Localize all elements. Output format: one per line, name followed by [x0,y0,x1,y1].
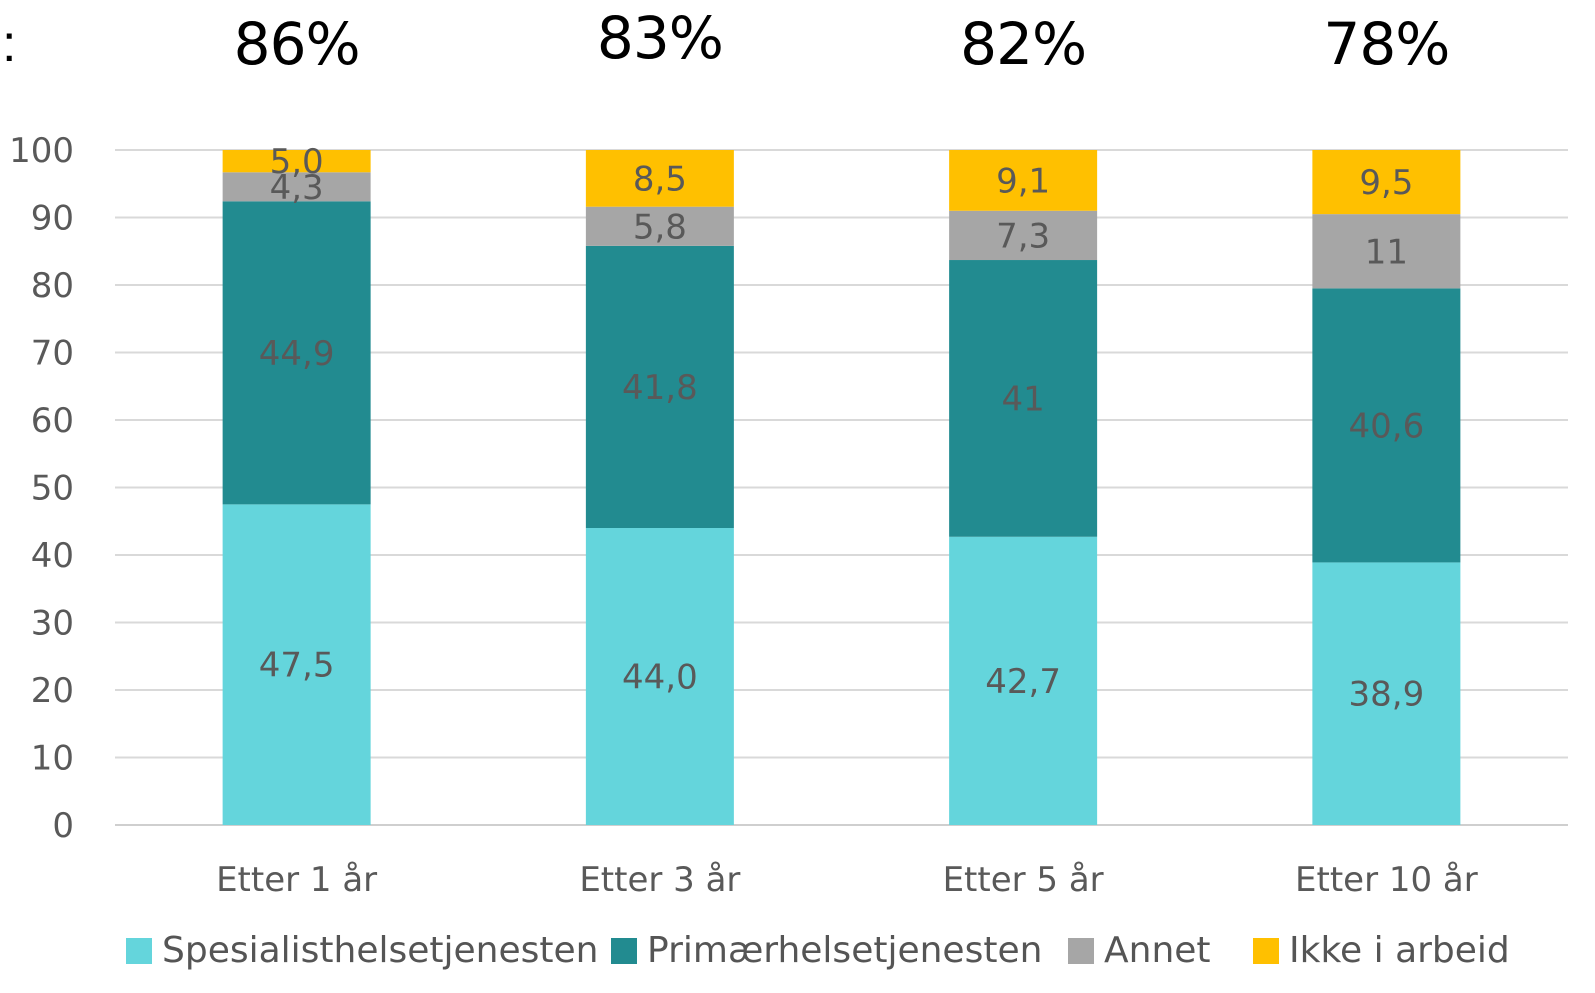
data-label: 8,5 [633,159,687,199]
legend-label: Primærhelsetjenesten [647,930,1043,971]
y-tick-label: 70 [31,334,74,374]
bar-segment [949,260,1098,537]
data-label: 5,8 [633,207,687,247]
legend-label: Spesialisthelsetjenesten [162,930,599,971]
legend-label: Ikke i arbeid [1289,930,1510,971]
y-tick-label: 20 [31,671,74,711]
data-label: 9,1 [996,161,1050,201]
y-tick-label: 90 [31,199,74,239]
y-tick-label: 0 [52,806,74,846]
y-tick-label: 40 [31,536,74,576]
legend-item: Primærhelsetjenesten [611,930,1042,971]
legend-label: Annet [1104,930,1211,971]
data-label: 41 [1001,379,1044,419]
legend-swatch [126,937,152,964]
x-tick-label: Etter 1 år [216,860,377,900]
x-tick-label: Etter 10 år [1295,860,1478,900]
y-tick-label: 60 [31,401,74,441]
data-label: 47,5 [259,646,335,686]
y-tick-label: 80 [31,266,74,306]
bar-segment [949,536,1098,825]
bar-segment [585,206,734,246]
bar-segment [1312,288,1461,563]
bar-segment [222,504,371,825]
bar-segment [585,150,734,207]
y-tick-label: 100 [9,131,74,171]
y-tick-label: 50 [31,469,74,509]
data-label: 11 [1365,232,1408,272]
legend-item: Ikke i arbeid [1253,930,1510,971]
top-percent-label: 83% [596,4,724,72]
bar-segment [1312,214,1461,289]
legend-swatch [1253,937,1279,964]
data-label: 9,5 [1359,163,1413,203]
data-label: 5,0 [270,142,324,182]
data-label: 40,6 [1349,406,1425,446]
bar-segment [1312,150,1461,215]
data-label: 44,0 [622,658,698,698]
bar-segment [949,150,1098,211]
data-label: 42,7 [985,662,1061,702]
x-tick-label: Etter 5 år [943,860,1104,900]
bar-segment [585,245,734,528]
bar-segment [222,172,371,202]
top-percent-label: 78% [1323,10,1450,78]
data-label: 7,3 [996,216,1050,256]
bar-segment [222,150,371,173]
y-tick-label: 30 [31,604,74,644]
legend-item: Annet [1068,930,1211,971]
legend-swatch [1068,937,1094,964]
data-label: 4,3 [270,168,324,208]
bar-segment [949,210,1098,261]
top-percent-label: 86% [233,10,361,78]
data-label: 41,8 [622,368,698,408]
data-label: 38,9 [1349,675,1425,715]
legend-swatch [611,937,637,964]
y-tick-label: 10 [31,739,74,779]
data-label: 44,9 [259,334,335,374]
clipped-text-fragment: : [2,15,17,73]
legend-item: Spesialisthelsetjenesten [126,930,598,971]
bar-segment [1312,562,1461,825]
bar-segment [585,528,734,825]
chart-legend: Spesialisthelsetjenesten Primærhelsetjene… [0,930,1595,980]
top-percent-label: 82% [960,10,1087,78]
x-tick-label: Etter 3 år [579,860,740,900]
bar-segment [222,201,371,505]
